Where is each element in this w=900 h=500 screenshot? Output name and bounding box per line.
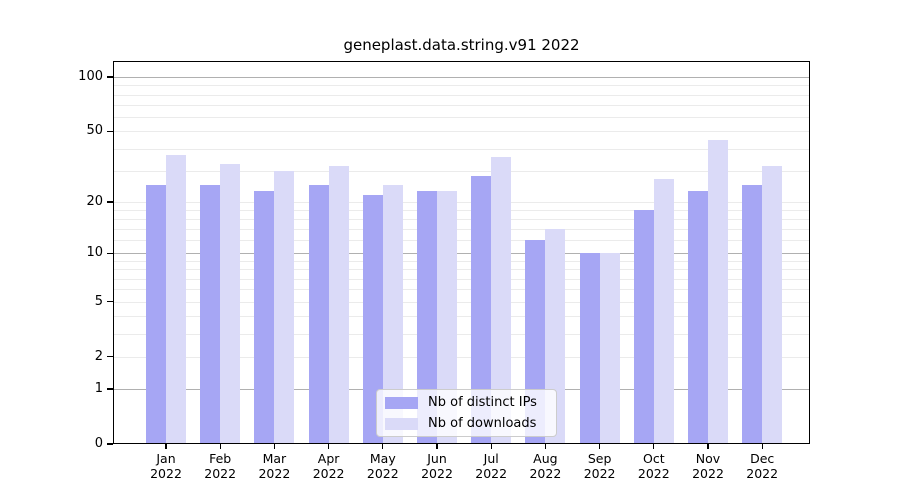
gridline-minor-30 — [113, 170, 810, 172]
bar-distinct-ips-dec-2022 — [742, 184, 763, 444]
bar-downloads-jun-2022 — [437, 191, 457, 444]
bar-distinct-ips-nov-2022 — [688, 191, 708, 444]
bar-downloads-mar-2022 — [274, 170, 295, 444]
x-tick-label-sep-2022: Sep 2022 — [583, 451, 616, 481]
legend-swatch-distinct-ips — [385, 396, 418, 409]
gridline-minor-80 — [113, 94, 810, 96]
x-tick-mark-may-2022 — [382, 444, 384, 449]
x-tick-mark-mar-2022 — [273, 444, 276, 449]
x-tick-label-feb-2022: Feb 2022 — [204, 451, 237, 481]
bar-downloads-sep-2022 — [599, 253, 620, 444]
y-tick-mark-2 — [107, 355, 113, 358]
bar-distinct-ips-may-2022 — [362, 194, 383, 444]
y-tick-mark-1 — [107, 388, 113, 390]
x-tick-label-jun-2022: Jun 2022 — [421, 451, 453, 481]
gridline-minor-6 — [113, 289, 810, 291]
gridline-minor-2 — [113, 356, 810, 358]
y-tick-mark-5 — [107, 300, 113, 303]
y-tick-label-10: 10 — [86, 245, 103, 261]
gridline-minor-70 — [113, 105, 810, 106]
gridline-minor-18 — [113, 209, 810, 211]
legend-entry-downloads: Nb of downloads — [385, 415, 548, 432]
chart-title: geneplast.data.string.v91 2022 — [343, 36, 580, 54]
legend-swatch-downloads — [385, 417, 418, 430]
bar-distinct-ips-apr-2022 — [308, 184, 329, 444]
legend: Nb of distinct IPs Nb of downloads — [376, 389, 557, 437]
bar-downloads-jan-2022 — [166, 154, 186, 444]
gridline-minor-60 — [113, 117, 810, 119]
legend-entry-distinct-ips: Nb of distinct IPs — [385, 394, 548, 411]
x-tick-label-nov-2022: Nov 2022 — [692, 451, 724, 481]
legend-label-downloads: Nb of downloads — [428, 416, 537, 431]
x-tick-mark-oct-2022 — [653, 444, 655, 449]
bar-distinct-ips-jul-2022 — [471, 176, 492, 444]
gridline-minor-4 — [113, 316, 810, 317]
bar-downloads-oct-2022 — [653, 179, 674, 444]
x-tick-mark-apr-2022 — [327, 444, 330, 449]
x-tick-label-aug-2022: Aug 2022 — [529, 451, 562, 481]
gridline-minor-40 — [113, 148, 810, 150]
y-tick-label-2: 2 — [94, 348, 103, 364]
x-tick-label-may-2022: May 2022 — [366, 451, 399, 481]
gridline-major-100 — [113, 77, 810, 78]
x-tick-mark-jun-2022 — [436, 444, 438, 449]
x-tick-label-dec-2022: Dec 2022 — [746, 451, 779, 481]
x-tick-label-mar-2022: Mar 2022 — [258, 451, 291, 481]
gridline-minor-8 — [113, 269, 810, 271]
y-tick-label-5: 5 — [94, 293, 103, 309]
x-tick-label-apr-2022: Apr 2022 — [312, 451, 345, 481]
gridline-minor-5 — [113, 301, 810, 303]
gridline-minor-9 — [113, 260, 810, 262]
bar-distinct-ips-sep-2022 — [579, 253, 600, 444]
x-tick-mark-jul-2022 — [490, 444, 492, 449]
bar-distinct-ips-jun-2022 — [417, 191, 437, 444]
gridline-minor-14 — [113, 228, 810, 230]
bar-downloads-jul-2022 — [491, 156, 512, 444]
x-tick-label-jul-2022: Jul 2022 — [475, 451, 508, 481]
x-tick-mark-nov-2022 — [707, 444, 709, 449]
y-tick-mark-50 — [107, 130, 113, 132]
y-tick-mark-100 — [107, 76, 113, 78]
bar-distinct-ips-jan-2022 — [146, 184, 166, 444]
bar-downloads-apr-2022 — [328, 166, 349, 444]
bar-downloads-dec-2022 — [762, 166, 783, 444]
bar-downloads-nov-2022 — [708, 139, 728, 444]
y-tick-label-100: 100 — [78, 69, 103, 84]
bar-distinct-ips-feb-2022 — [200, 184, 221, 444]
x-tick-mark-sep-2022 — [598, 444, 601, 449]
gridline-major-10 — [113, 253, 810, 255]
gridline-minor-12 — [113, 240, 810, 241]
gridline-minor-50 — [113, 131, 810, 133]
y-tick-mark-10 — [107, 252, 113, 254]
y-tick-mark-0 — [107, 443, 113, 445]
y-tick-label-20: 20 — [86, 193, 103, 209]
x-tick-mark-feb-2022 — [219, 444, 221, 449]
x-tick-mark-dec-2022 — [761, 444, 763, 449]
x-tick-label-jan-2022: Jan 2022 — [150, 451, 182, 481]
x-tick-label-oct-2022: Oct 2022 — [637, 451, 670, 481]
y-tick-label-1: 1 — [94, 380, 103, 396]
gridline-minor-3 — [113, 333, 810, 335]
y-tick-label-50: 50 — [86, 123, 103, 139]
y-tick-mark-20 — [107, 201, 113, 203]
gridline-minor-16 — [113, 218, 810, 220]
gridline-minor-7 — [113, 278, 810, 280]
bar-distinct-ips-oct-2022 — [633, 209, 654, 444]
x-tick-mark-aug-2022 — [544, 444, 547, 449]
gridline-minor-20 — [113, 201, 810, 203]
bar-downloads-may-2022 — [382, 184, 403, 444]
y-tick-label-0: 0 — [94, 436, 103, 451]
gridline-minor-90 — [113, 85, 810, 87]
bar-distinct-ips-mar-2022 — [254, 191, 275, 444]
x-tick-mark-jan-2022 — [165, 444, 167, 449]
legend-label-distinct-ips: Nb of distinct IPs — [428, 395, 537, 410]
bar-downloads-feb-2022 — [220, 163, 241, 444]
